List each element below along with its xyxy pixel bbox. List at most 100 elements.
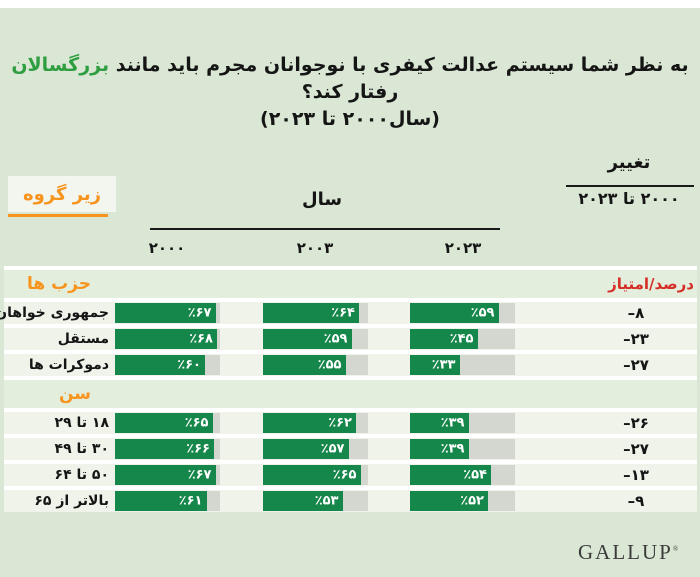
- chart-canvas: به نظر شما سیستم عدالت کیفری با نوجوانان…: [0, 8, 700, 577]
- column-gap: [220, 438, 263, 460]
- row-label: بالاتر از ۶۵: [34, 493, 109, 509]
- bar: ٪۶۵: [115, 413, 213, 433]
- bar-track: ٪۶۵: [263, 465, 368, 485]
- bar-value-label: ٪۵۹: [323, 331, 348, 347]
- row-label: ۵۰ تا ۶۴: [54, 467, 109, 483]
- column-gap: [368, 354, 410, 376]
- table-row: ۵۰ تا ۶۴ ٪۶۷ ٪۶۵ ٪۵۴ –۱۳: [4, 464, 697, 486]
- bar-track: ٪۶۱: [115, 491, 220, 511]
- bar: ٪۵۷: [263, 439, 349, 459]
- section-row: حزب ها درصد/امتیاز: [4, 270, 697, 298]
- bar-track: ٪۶۶: [115, 439, 220, 459]
- year-column-2003: ۲۰۰۳: [296, 239, 334, 257]
- row-label: مستقل: [57, 331, 109, 347]
- row-label: دموکرات ها: [28, 357, 109, 373]
- bar-track: ٪۳۹: [410, 413, 515, 433]
- bar-value-label: ٪۶۲: [328, 415, 352, 431]
- bar-track: ٪۳۹: [410, 439, 515, 459]
- bar-value-label: ٪۶۵: [184, 415, 209, 431]
- change-value: –۲۶: [623, 414, 649, 432]
- title-text-post: رفتار کند؟: [301, 81, 399, 103]
- bar-value-label: ٪۵۳: [314, 493, 339, 509]
- row-label: ۱۸ تا ۲۹: [54, 415, 109, 431]
- gallup-logo-mark: ®: [672, 545, 679, 553]
- title-highlight-word: بزرگسالان: [11, 54, 110, 76]
- bar: ٪۵۴: [410, 465, 491, 485]
- bar-track: ٪۵۳: [263, 491, 368, 511]
- column-gap: [368, 438, 410, 460]
- bar-value-label: ٪۴۵: [449, 331, 474, 347]
- bar-value-label: ٪۶۶: [186, 441, 210, 457]
- bar: ٪۶۷: [115, 303, 216, 323]
- bar-value-label: ٪۵۴: [463, 467, 487, 483]
- column-gap: [368, 490, 410, 512]
- bar-track: ٪۶۸: [115, 329, 220, 349]
- table-body: حزب ها درصد/امتیاز جمهوری خواهان ٪۶۷ ٪۶۴ ٪۵۹ –…: [0, 266, 697, 512]
- table-row: ۳۰ تا ۴۹ ٪۶۶ ٪۵۷ ٪۳۹ –۲۷: [4, 438, 697, 460]
- chart-title-line1: به نظر شما سیستم عدالت کیفری با نوجوانان…: [0, 52, 700, 106]
- bar: ٪۳۹: [410, 413, 469, 433]
- bar: ٪۵۹: [410, 303, 499, 323]
- gallup-logo-text: GALLUP: [578, 540, 673, 564]
- bar-track: ٪۶۵: [115, 413, 220, 433]
- bar-value-label: ٪۶۱: [178, 493, 203, 509]
- bar-track: ٪۶۰: [115, 355, 220, 375]
- chart-title-line2: (سال۲۰۰۰ تا ۲۰۲۳): [260, 108, 440, 130]
- year-header: سال: [301, 189, 343, 210]
- change-range-label: ۲۰۰۰ تا ۲۰۲۳: [578, 189, 680, 208]
- year-underline: [150, 228, 500, 230]
- change-value: –۸: [627, 304, 645, 322]
- bar-track: ٪۶۲: [263, 413, 368, 433]
- bar-track: ٪۵۹: [410, 303, 515, 323]
- bar-track: ٪۳۳: [410, 355, 515, 375]
- change-header: تغییر: [607, 152, 651, 173]
- bar: ٪۶۲: [263, 413, 356, 433]
- bar-track: ٪۴۵: [410, 329, 515, 349]
- bar-track: ٪۵۴: [410, 465, 515, 485]
- column-gap: [220, 490, 263, 512]
- change-underline: [566, 185, 694, 187]
- bar-track: ٪۵۷: [263, 439, 368, 459]
- change-value: –۹: [627, 492, 645, 510]
- subgroup-underline: [8, 214, 108, 217]
- bar: ٪۵۳: [263, 491, 343, 511]
- bar: ٪۶۴: [263, 303, 359, 323]
- bar-value-label: ٪۶۸: [189, 331, 213, 347]
- section-label: سن: [58, 384, 91, 404]
- column-gap: [368, 412, 410, 434]
- bar: ٪۵۵: [263, 355, 346, 375]
- bar-value-label: ٪۵۲: [460, 493, 484, 509]
- change-value: –۲۷: [623, 356, 649, 374]
- table-row: مستقل ٪۶۸ ٪۵۹ ٪۴۵ –۲۳: [4, 328, 697, 350]
- bar: ٪۶۵: [263, 465, 361, 485]
- bar: ٪۶۷: [115, 465, 216, 485]
- bar: ٪۴۵: [410, 329, 478, 349]
- column-gap: [368, 328, 410, 350]
- bar-track: ٪۵۹: [263, 329, 368, 349]
- bar-value-label: ٪۵۹: [470, 305, 495, 321]
- table-row: بالاتر از ۶۵ ٪۶۱ ٪۵۳ ٪۵۲ –۹: [4, 490, 697, 512]
- row-label: ۳۰ تا ۴۹: [54, 441, 109, 457]
- bar: ٪۶۸: [115, 329, 217, 349]
- bar-value-label: ٪۶۰: [177, 357, 201, 373]
- bar: ٪۵۲: [410, 491, 488, 511]
- subgroup-header: زیر گروه: [8, 176, 116, 212]
- bar: ٪۳۳: [410, 355, 460, 375]
- bar-track: ٪۶۷: [115, 465, 220, 485]
- section-row: سن: [4, 380, 697, 408]
- bar-track: ٪۵۲: [410, 491, 515, 511]
- score-percent-label: درصد/امتیاز: [608, 275, 694, 293]
- bar-track: ٪۶۴: [263, 303, 368, 323]
- change-value: –۱۳: [623, 466, 649, 484]
- column-gap: [220, 412, 263, 434]
- year-column-2000: ۲۰۰۰: [148, 239, 186, 257]
- bar: ٪۳۹: [410, 439, 469, 459]
- bar-value-label: ٪۳۹: [440, 415, 465, 431]
- column-gap: [220, 328, 263, 350]
- bar-value-label: ٪۳۹: [440, 441, 465, 457]
- table-row: دموکرات ها ٪۶۰ ٪۵۵ ٪۳۳ –۲۷: [4, 354, 697, 376]
- gallup-logo: GALLUP®: [578, 540, 678, 565]
- table-row: جمهوری خواهان ٪۶۷ ٪۶۴ ٪۵۹ –۸: [0, 302, 697, 324]
- subgroup-label: زیر گروه: [22, 183, 102, 205]
